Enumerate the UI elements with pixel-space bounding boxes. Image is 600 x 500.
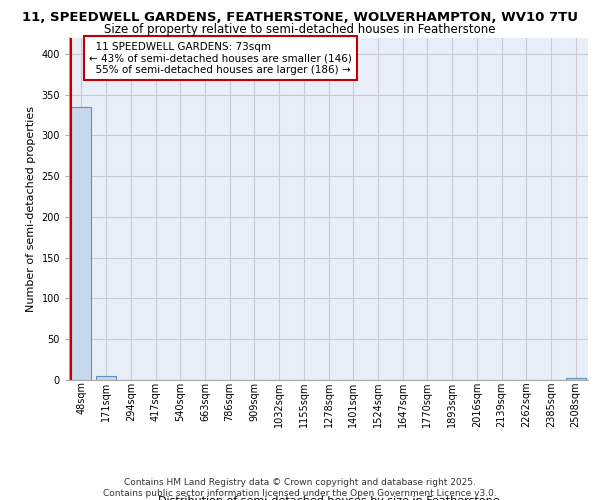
Bar	[96, 376, 116, 380]
Text: 11, SPEEDWELL GARDENS, FEATHERSTONE, WOLVERHAMPTON, WV10 7TU: 11, SPEEDWELL GARDENS, FEATHERSTONE, WOL…	[22, 11, 578, 24]
Text: Size of property relative to semi-detached houses in Featherstone: Size of property relative to semi-detach…	[104, 22, 496, 36]
Bar	[71, 107, 91, 380]
Y-axis label: Number of semi-detached properties: Number of semi-detached properties	[26, 106, 36, 312]
X-axis label: Distribution of semi-detached houses by size in Featherstone: Distribution of semi-detached houses by …	[158, 496, 499, 500]
Text: Contains HM Land Registry data © Crown copyright and database right 2025.
Contai: Contains HM Land Registry data © Crown c…	[103, 478, 497, 498]
Bar	[566, 378, 586, 380]
Text: 11 SPEEDWELL GARDENS: 73sqm
← 43% of semi-detached houses are smaller (146)
  55: 11 SPEEDWELL GARDENS: 73sqm ← 43% of sem…	[89, 42, 352, 75]
